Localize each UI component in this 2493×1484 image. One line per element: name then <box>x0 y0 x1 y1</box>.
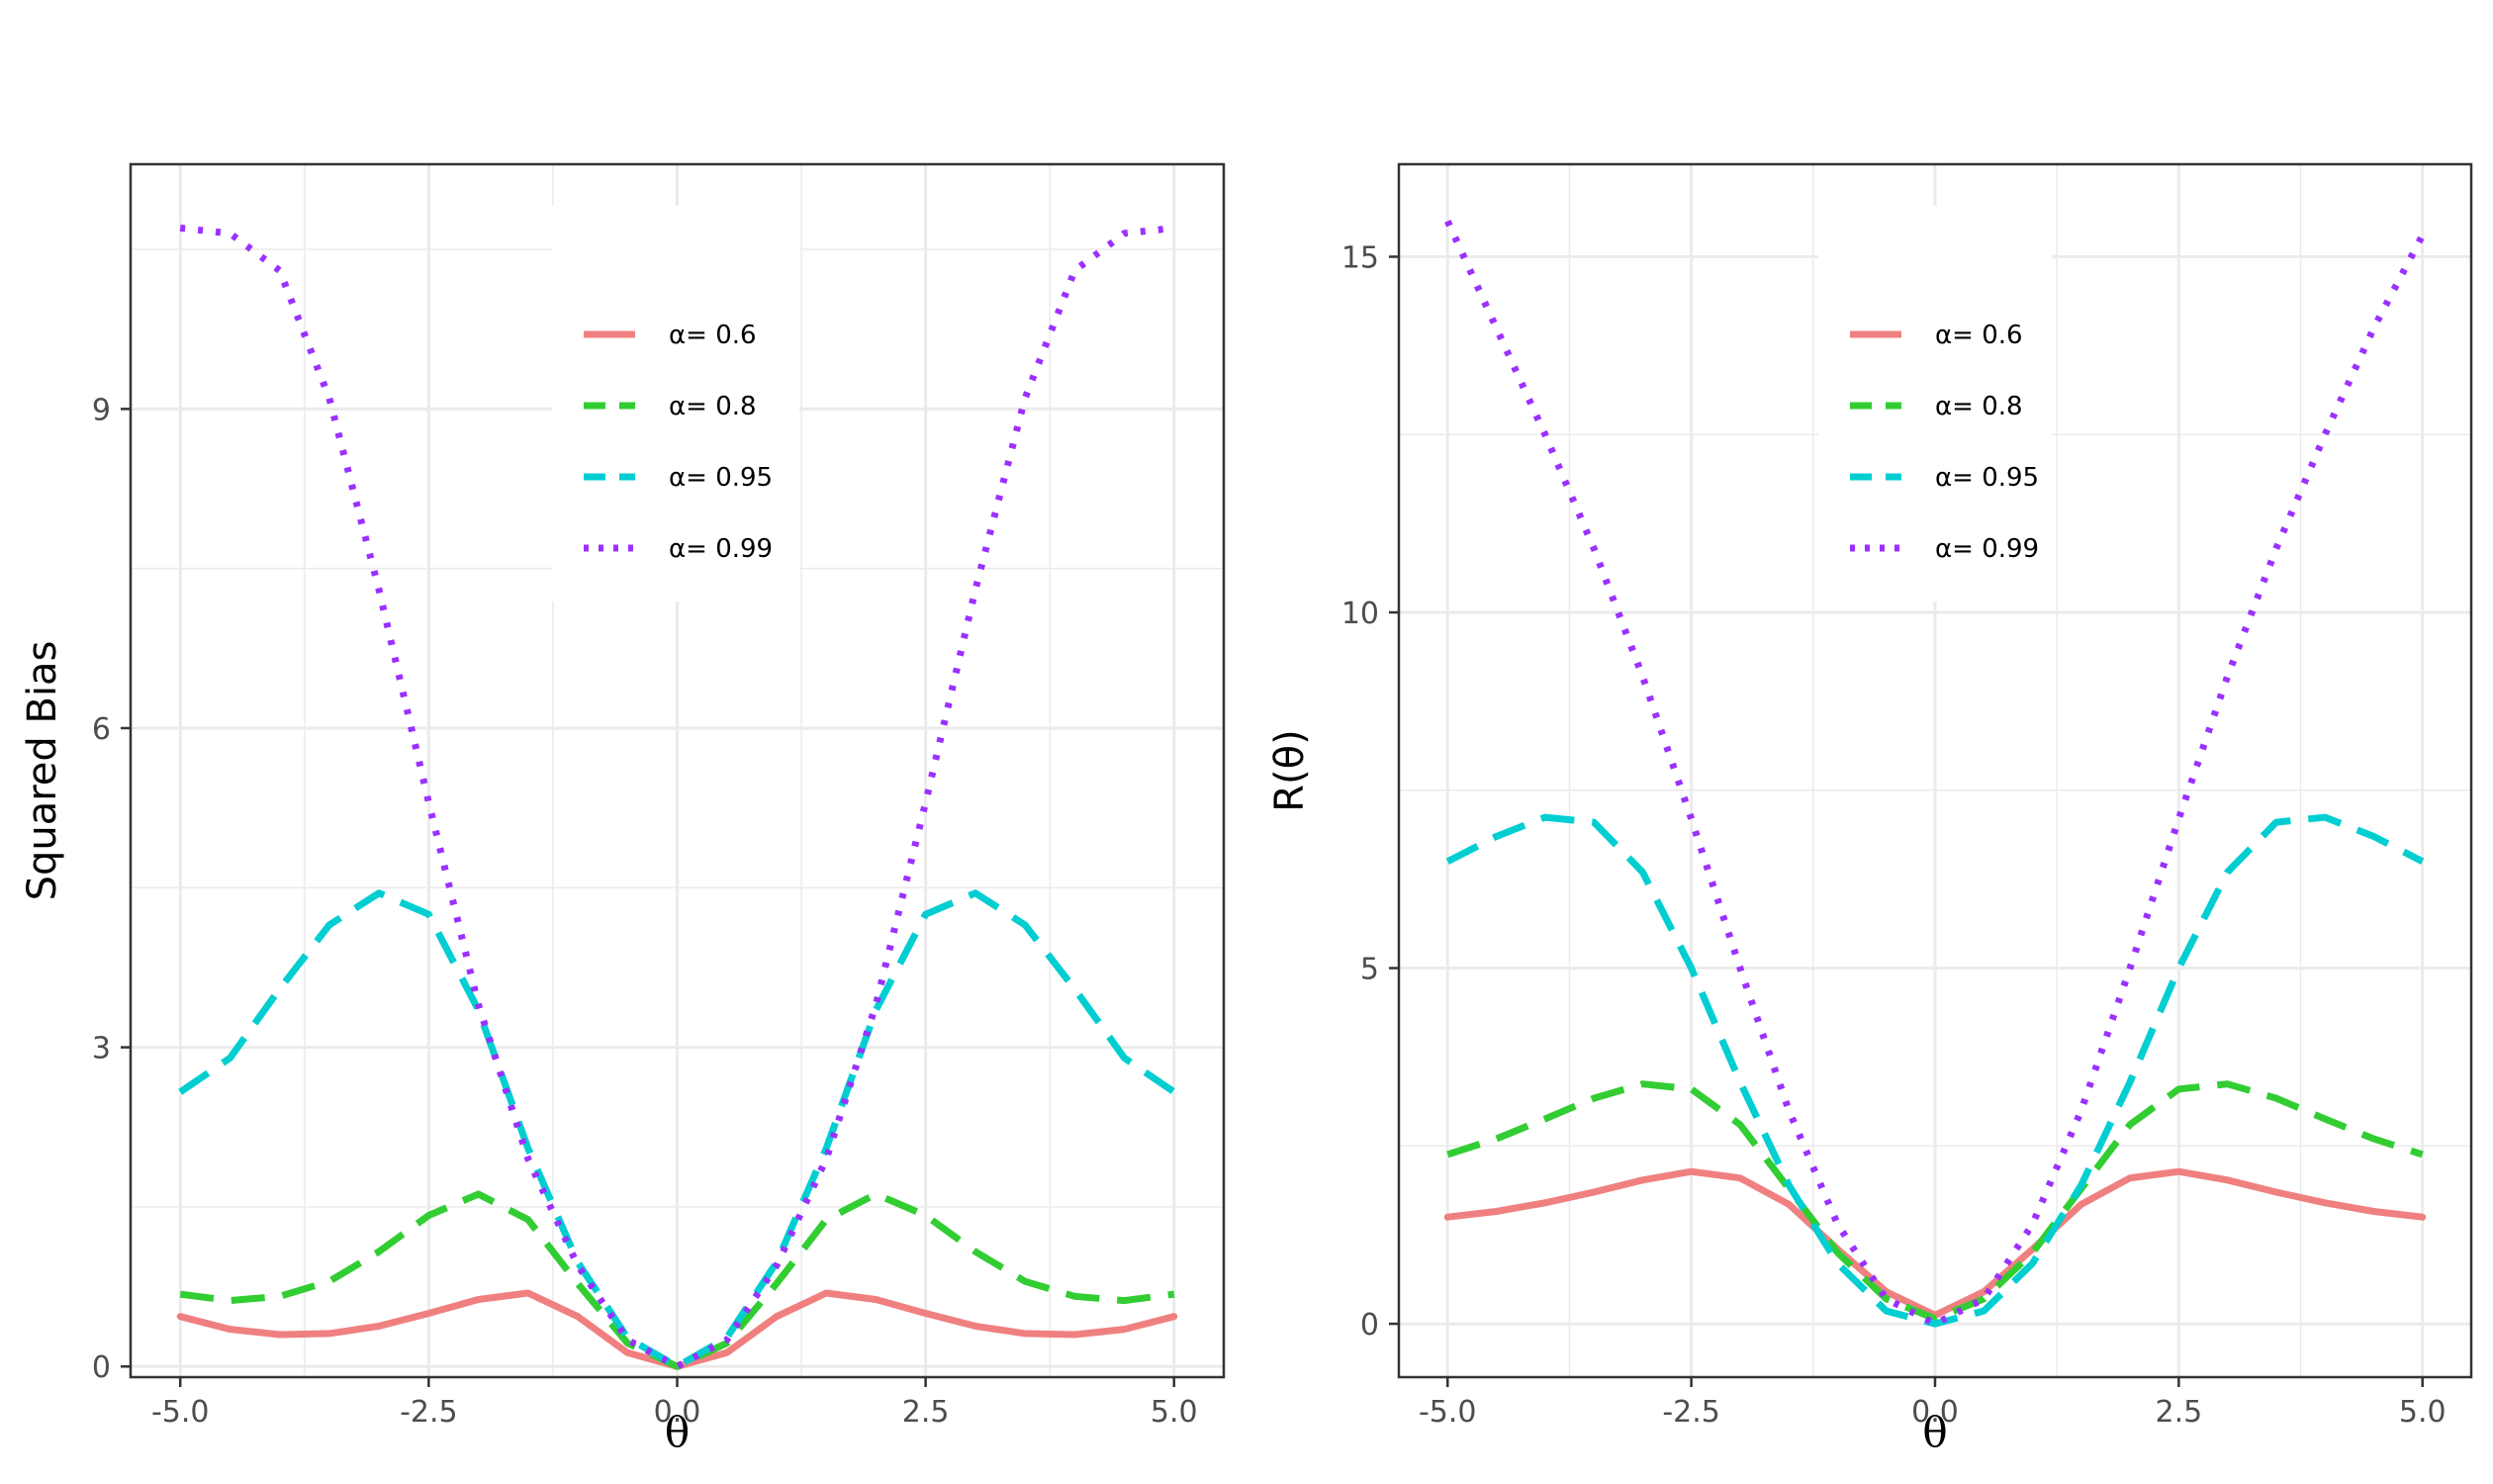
y-tick-label: 10 <box>1341 597 1379 631</box>
left-panel: α= 0.6 α= 0.8 α= 0.95 α= 0.99 -5.0 -2.5 0.0 2.5… <box>20 162 1226 1456</box>
right-panel: α= 0.6 α= 0.8 α= 0.95 α= 0.99 -5.0 -2.5 0.0 2.5… <box>1267 162 2473 1456</box>
x-tick-label: -2.5 <box>1662 1395 1720 1430</box>
legend-label-0: α= 0.6 <box>669 321 757 350</box>
x-tick-label: 2.5 <box>2156 1395 2203 1430</box>
legend-label-3: α= 0.99 <box>669 534 773 564</box>
y-tick-label: 5 <box>1360 953 1379 987</box>
series-line-right-1 <box>1446 1080 2424 1323</box>
legend-label-3: α= 0.99 <box>1935 534 2039 564</box>
y-tick-label: 3 <box>92 1032 111 1067</box>
legend-label-1: α= 0.8 <box>669 392 757 421</box>
y-tick-label: 6 <box>92 712 111 747</box>
y-tick-label: 0 <box>1360 1308 1379 1343</box>
x-tick-label: 5.0 <box>1151 1395 1198 1430</box>
y-tick-label: 15 <box>1341 240 1379 275</box>
y-axis-title: Squared Bias <box>20 641 65 901</box>
legend-label-2: α= 0.95 <box>669 463 773 493</box>
series-line-left-1 <box>179 1190 1175 1370</box>
x-tick-label: -2.5 <box>400 1395 458 1430</box>
legend-label-2: α= 0.95 <box>1935 463 2039 493</box>
x-tick-label: 0.0 <box>654 1395 701 1430</box>
legend-label-0: α= 0.6 <box>1935 321 2023 350</box>
y-axis-title: R(θ) <box>1267 729 1313 811</box>
x-tick-label: 2.5 <box>902 1395 950 1430</box>
x-tick-label: -5.0 <box>151 1395 210 1430</box>
legend-label-1: α= 0.8 <box>1935 392 2023 421</box>
x-tick-label: -5.0 <box>1419 1395 1477 1430</box>
x-axis-title: θ <box>665 1408 690 1456</box>
x-tick-label: 5.0 <box>2399 1395 2447 1430</box>
series-line-left-3 <box>179 225 1175 1370</box>
x-axis-title: θ <box>1922 1408 1947 1456</box>
y-tick-label: 9 <box>92 393 111 427</box>
x-tick-label: 0.0 <box>1911 1395 1959 1430</box>
series-line-right-2 <box>1445 813 2425 1328</box>
y-tick-label: 0 <box>92 1350 111 1385</box>
